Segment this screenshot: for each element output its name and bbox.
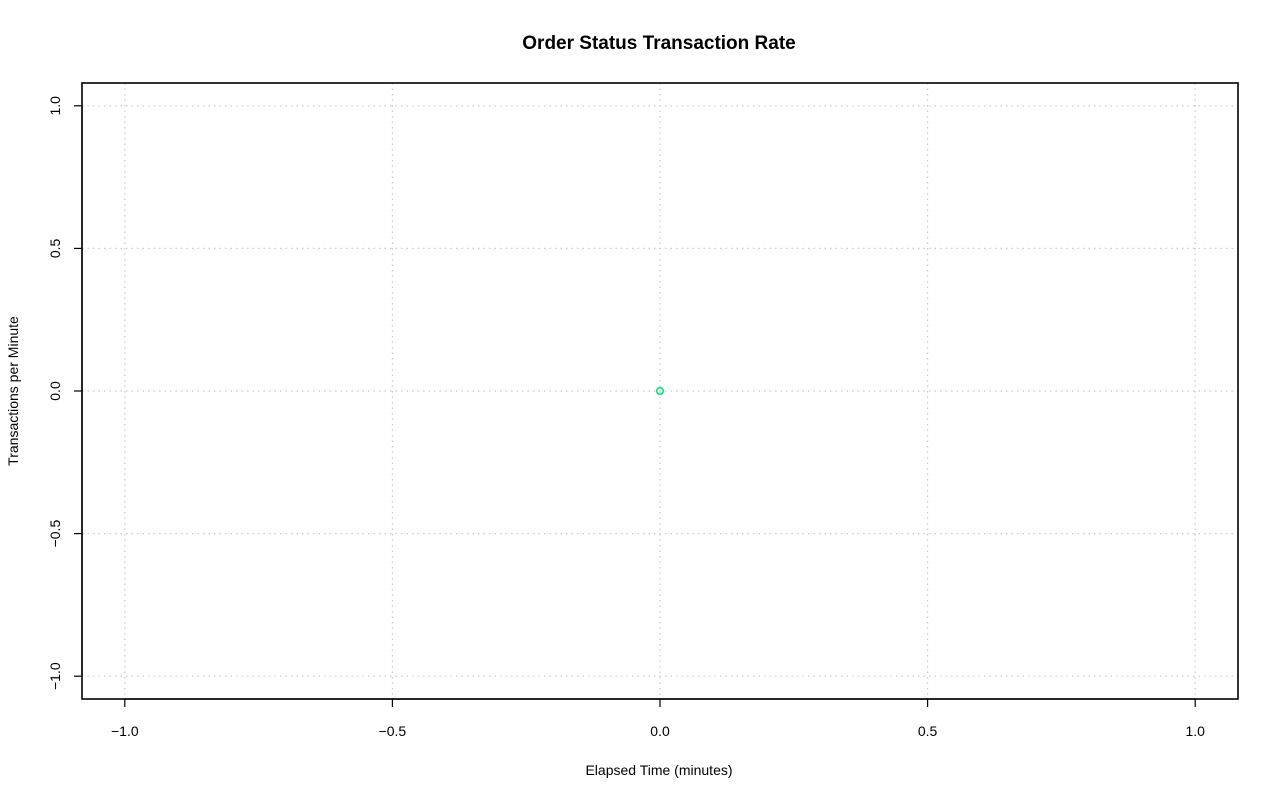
y-tick-label: 0.5 xyxy=(47,238,63,258)
y-axis-label: Transactions per Minute xyxy=(5,316,21,466)
y-tick-label: 0.0 xyxy=(47,381,63,401)
x-axis-label: Elapsed Time (minutes) xyxy=(585,762,732,778)
x-axis: −1.0 −0.5 0.0 0.5 1.0 xyxy=(111,698,1205,739)
x-tick-label: 1.0 xyxy=(1185,723,1205,739)
data-points xyxy=(655,386,665,396)
chart-title: Order Status Transaction Rate xyxy=(522,33,795,54)
y-tick-label: −0.5 xyxy=(47,520,63,548)
x-tick-label: 0.0 xyxy=(650,723,670,739)
y-tick-label: −1.0 xyxy=(47,662,63,690)
y-tick-label: 1.0 xyxy=(47,96,63,116)
x-tick-label: −1.0 xyxy=(111,723,139,739)
data-point xyxy=(655,386,665,396)
x-tick-label: −0.5 xyxy=(379,723,407,739)
x-tick-label: 0.5 xyxy=(918,723,938,739)
grid xyxy=(82,83,1238,699)
y-axis: −1.0 −0.5 0.0 0.5 1.0 xyxy=(47,96,83,690)
